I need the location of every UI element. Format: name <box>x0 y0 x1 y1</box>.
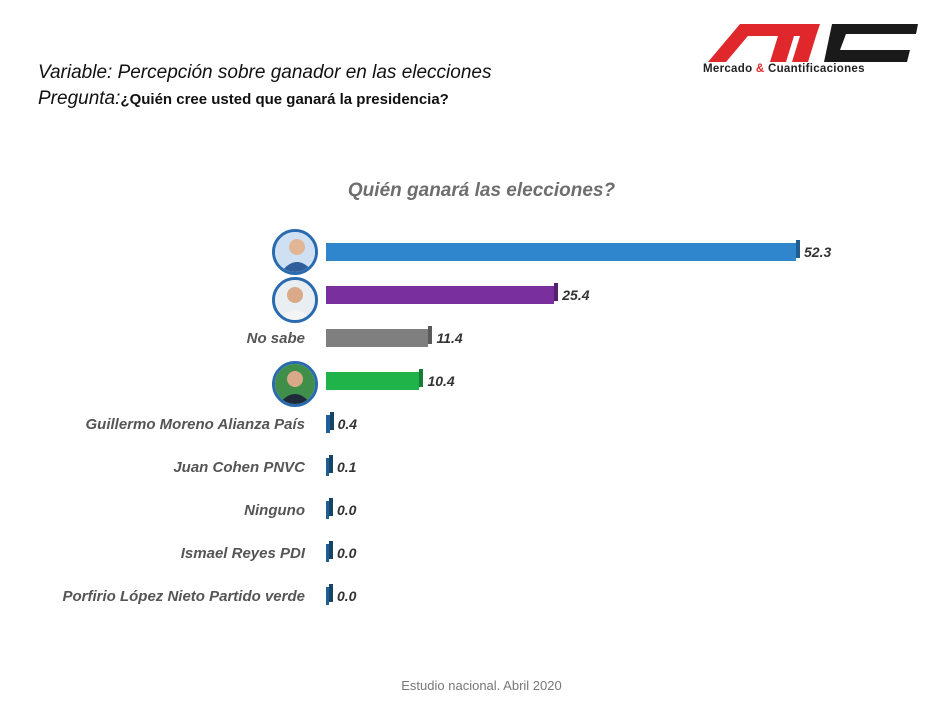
value-label: 25.4 <box>562 287 590 303</box>
bar-side <box>419 369 424 387</box>
bar <box>326 412 334 433</box>
bar-front <box>326 587 329 605</box>
logo-text: Mercado & Cuantificaciones <box>703 63 865 75</box>
question-text: ¿Quién cree usted que ganará la presiden… <box>120 91 449 108</box>
bar-side <box>329 412 334 430</box>
value-label: 0.4 <box>337 416 358 432</box>
chart-title: Quién ganará las elecciones? <box>347 180 616 201</box>
question-lead: Pregunta: <box>38 88 121 109</box>
logo-text-part1: Mercado <box>703 63 756 75</box>
category-label: No sabe <box>246 330 305 347</box>
bar-front <box>326 415 330 433</box>
logo-text-amp: & <box>755 63 765 75</box>
category-label: Ismael Reyes PDI <box>180 545 305 562</box>
candidate-photo-4 <box>272 361 318 407</box>
category-label: Porfirio López Nieto Partido verde <box>62 588 305 605</box>
question-line: Pregunta:¿Quién cree usted que ganará la… <box>38 88 449 110</box>
bar-side <box>554 283 559 301</box>
category-label: Guillermo Moreno Alianza País <box>85 416 306 433</box>
bar-front <box>326 501 329 519</box>
value-label: 11.4 <box>436 330 463 346</box>
logo-text-part2: Cuantificaciones <box>764 63 865 75</box>
bar-side <box>428 326 433 344</box>
bar-front <box>326 329 429 347</box>
footer-note: Estudio nacional. Abril 2020 <box>401 678 562 693</box>
bar <box>326 455 333 476</box>
bar-front <box>326 286 555 304</box>
person-icon <box>275 364 315 404</box>
value-label: 0.0 <box>337 545 357 561</box>
bar-side <box>329 584 333 602</box>
value-label: 0.0 <box>337 588 357 604</box>
bar-side <box>796 240 800 258</box>
bar <box>326 584 333 605</box>
bar-side <box>329 455 333 473</box>
bar-front <box>326 372 420 390</box>
bar <box>326 541 333 562</box>
bar <box>326 240 800 261</box>
variable-title: Variable: Percepción sobre ganador en la… <box>38 62 492 83</box>
bar-side <box>329 498 333 516</box>
bar-front <box>326 243 796 261</box>
value-label: 0.1 <box>337 459 357 475</box>
person-icon <box>275 280 315 320</box>
mc-logo <box>708 24 918 62</box>
bar <box>326 326 433 347</box>
bar-side <box>329 541 333 559</box>
category-label: Ninguno <box>244 502 305 519</box>
value-label: 0.0 <box>337 502 357 518</box>
person-icon <box>275 232 315 272</box>
bar <box>326 283 559 304</box>
value-label: 10.4 <box>427 373 455 389</box>
bar-front <box>326 458 329 476</box>
bar <box>326 498 333 519</box>
bar <box>326 369 424 390</box>
bar-front <box>326 544 329 562</box>
category-label: Juan Cohen PNVC <box>173 459 305 476</box>
value-label: 52.3 <box>804 244 832 260</box>
candidate-photo-1 <box>272 229 318 275</box>
candidate-photo-2 <box>272 277 318 323</box>
